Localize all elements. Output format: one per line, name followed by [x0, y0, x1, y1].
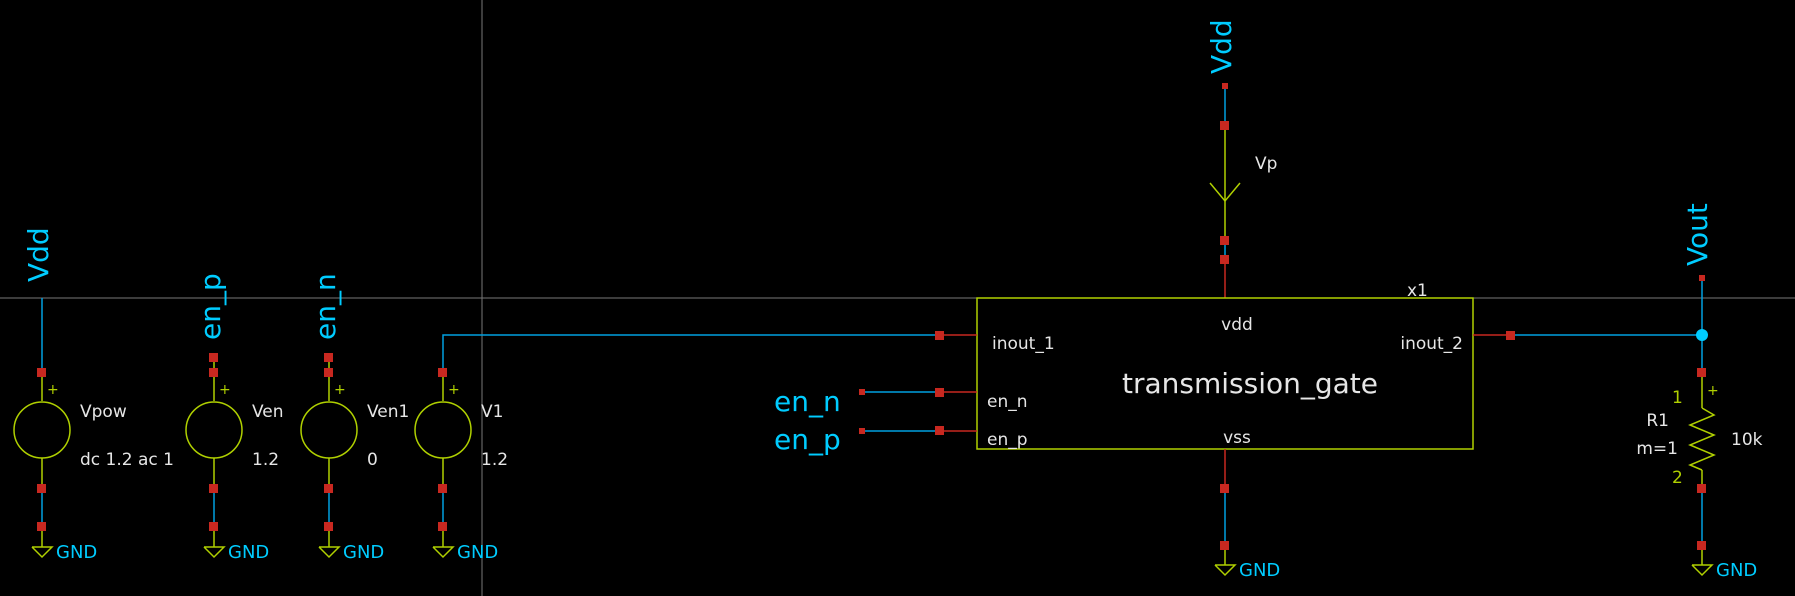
pin-square — [37, 484, 46, 493]
probe-label: Vp — [1255, 154, 1277, 174]
pin-square — [1220, 541, 1229, 550]
source-name: Ven — [252, 402, 284, 422]
source-name: Vpow — [80, 402, 127, 422]
source-ven1[interactable]: en_n + GND Ven1 0 — [300, 273, 409, 563]
pin-square — [209, 368, 218, 377]
ground-label: GND — [228, 542, 269, 563]
ground-label: GND — [1716, 560, 1757, 581]
resistor-name: R1 — [1646, 411, 1669, 431]
pin-square — [324, 353, 333, 362]
plus-sign: + — [219, 382, 231, 398]
net-label-vdd-top: Vdd — [1205, 19, 1238, 74]
pin-square — [1220, 236, 1229, 245]
pin-square — [209, 522, 218, 531]
source-value: dc 1.2 ac 1 — [80, 450, 174, 470]
voltage-source-symbol — [300, 401, 358, 459]
pin-label-vss: vss — [1223, 428, 1251, 448]
pin-label-en-n: en_n — [987, 392, 1028, 412]
ground-label: GND — [343, 542, 384, 563]
pin-square — [859, 389, 865, 395]
resistor-value: 10k — [1731, 430, 1763, 450]
source-value: 1.2 — [481, 450, 508, 470]
transmission-gate-block[interactable]: x1 transmission_gate vdd vss inout_1 ino… — [859, 281, 1702, 581]
output-node[interactable]: Vout — [1681, 203, 1714, 372]
instance-name: x1 — [1407, 281, 1428, 301]
source-vpow[interactable]: Vdd + GND Vpow dc 1.2 ac 1 — [13, 227, 174, 563]
net-label-vdd-left: Vdd — [22, 227, 55, 282]
pin-square — [37, 368, 46, 377]
ground-label: GND — [1239, 560, 1280, 581]
pin-square — [438, 368, 447, 377]
ground-label: GND — [457, 542, 498, 563]
pin-square — [859, 428, 865, 434]
ground-symbol — [318, 546, 341, 559]
pin-square — [324, 368, 333, 377]
plus-sign: + — [47, 382, 59, 398]
junction-dot — [1696, 329, 1708, 341]
source-name: Ven1 — [367, 402, 409, 422]
voltage-source-symbol — [185, 401, 243, 459]
pin-square — [1697, 541, 1706, 550]
pin-square — [935, 388, 944, 397]
ground-symbol — [203, 546, 226, 559]
input-label-en-p: en_p — [774, 423, 841, 456]
ground-symbol — [31, 546, 54, 559]
pin-square — [438, 484, 447, 493]
pin-square — [1220, 121, 1229, 130]
probe-arrow — [1209, 182, 1241, 203]
pin-square — [1699, 275, 1705, 281]
resistor-zigzag — [1688, 407, 1716, 471]
pin-label-vdd: vdd — [1221, 315, 1253, 335]
plus-sign: + — [448, 382, 460, 398]
pin-square — [935, 331, 944, 340]
voltage-source-symbol — [13, 401, 71, 459]
ground-label: GND — [56, 542, 97, 563]
block-title: transmission_gate — [1122, 367, 1378, 400]
resistor-pin-2: 2 — [1672, 468, 1683, 488]
pin-square — [1222, 83, 1228, 89]
pin-square — [324, 522, 333, 531]
ground-symbol — [1214, 564, 1237, 577]
pin-square — [438, 522, 447, 531]
pin-label-inout-2: inout_2 — [1400, 334, 1463, 354]
wire-v1-to-inout1 — [442, 334, 935, 368]
pin-square — [1697, 484, 1706, 493]
plus-sign: + — [1707, 383, 1719, 399]
resistor-pin-1: 1 — [1672, 388, 1683, 408]
net-label-en-p: en_p — [194, 273, 227, 340]
input-label-en-n: en_n — [774, 385, 841, 418]
source-ven[interactable]: en_p + GND Ven 1.2 — [185, 273, 284, 563]
resistor-mult: m=1 — [1636, 439, 1678, 459]
source-value: 0 — [367, 450, 378, 470]
pin-label-en-p: en_p — [987, 430, 1028, 450]
pin-square — [37, 522, 46, 531]
ground-symbol — [1691, 564, 1714, 577]
pin-square — [324, 484, 333, 493]
source-value: 1.2 — [252, 450, 279, 470]
pin-label-inout-1: inout_1 — [992, 334, 1055, 354]
pin-square — [209, 353, 218, 362]
source-v1[interactable]: + GND V1 1.2 — [414, 334, 935, 563]
pin-square — [1697, 368, 1706, 377]
plus-sign: + — [334, 382, 346, 398]
top-supply[interactable]: Vdd Vp — [1205, 19, 1277, 298]
ground-symbol — [432, 546, 455, 559]
resistor-r1[interactable]: + 1 2 R1 m=1 10k GND — [1636, 368, 1763, 581]
pin-square — [935, 426, 944, 435]
pin-square — [1220, 484, 1229, 493]
net-label-vout: Vout — [1681, 203, 1714, 266]
pin-square — [209, 484, 218, 493]
pin-square — [1220, 255, 1229, 264]
pin-square — [1506, 331, 1515, 340]
net-label-en-n: en_n — [309, 273, 342, 340]
voltage-source-symbol — [414, 401, 472, 459]
source-name: V1 — [481, 402, 503, 422]
